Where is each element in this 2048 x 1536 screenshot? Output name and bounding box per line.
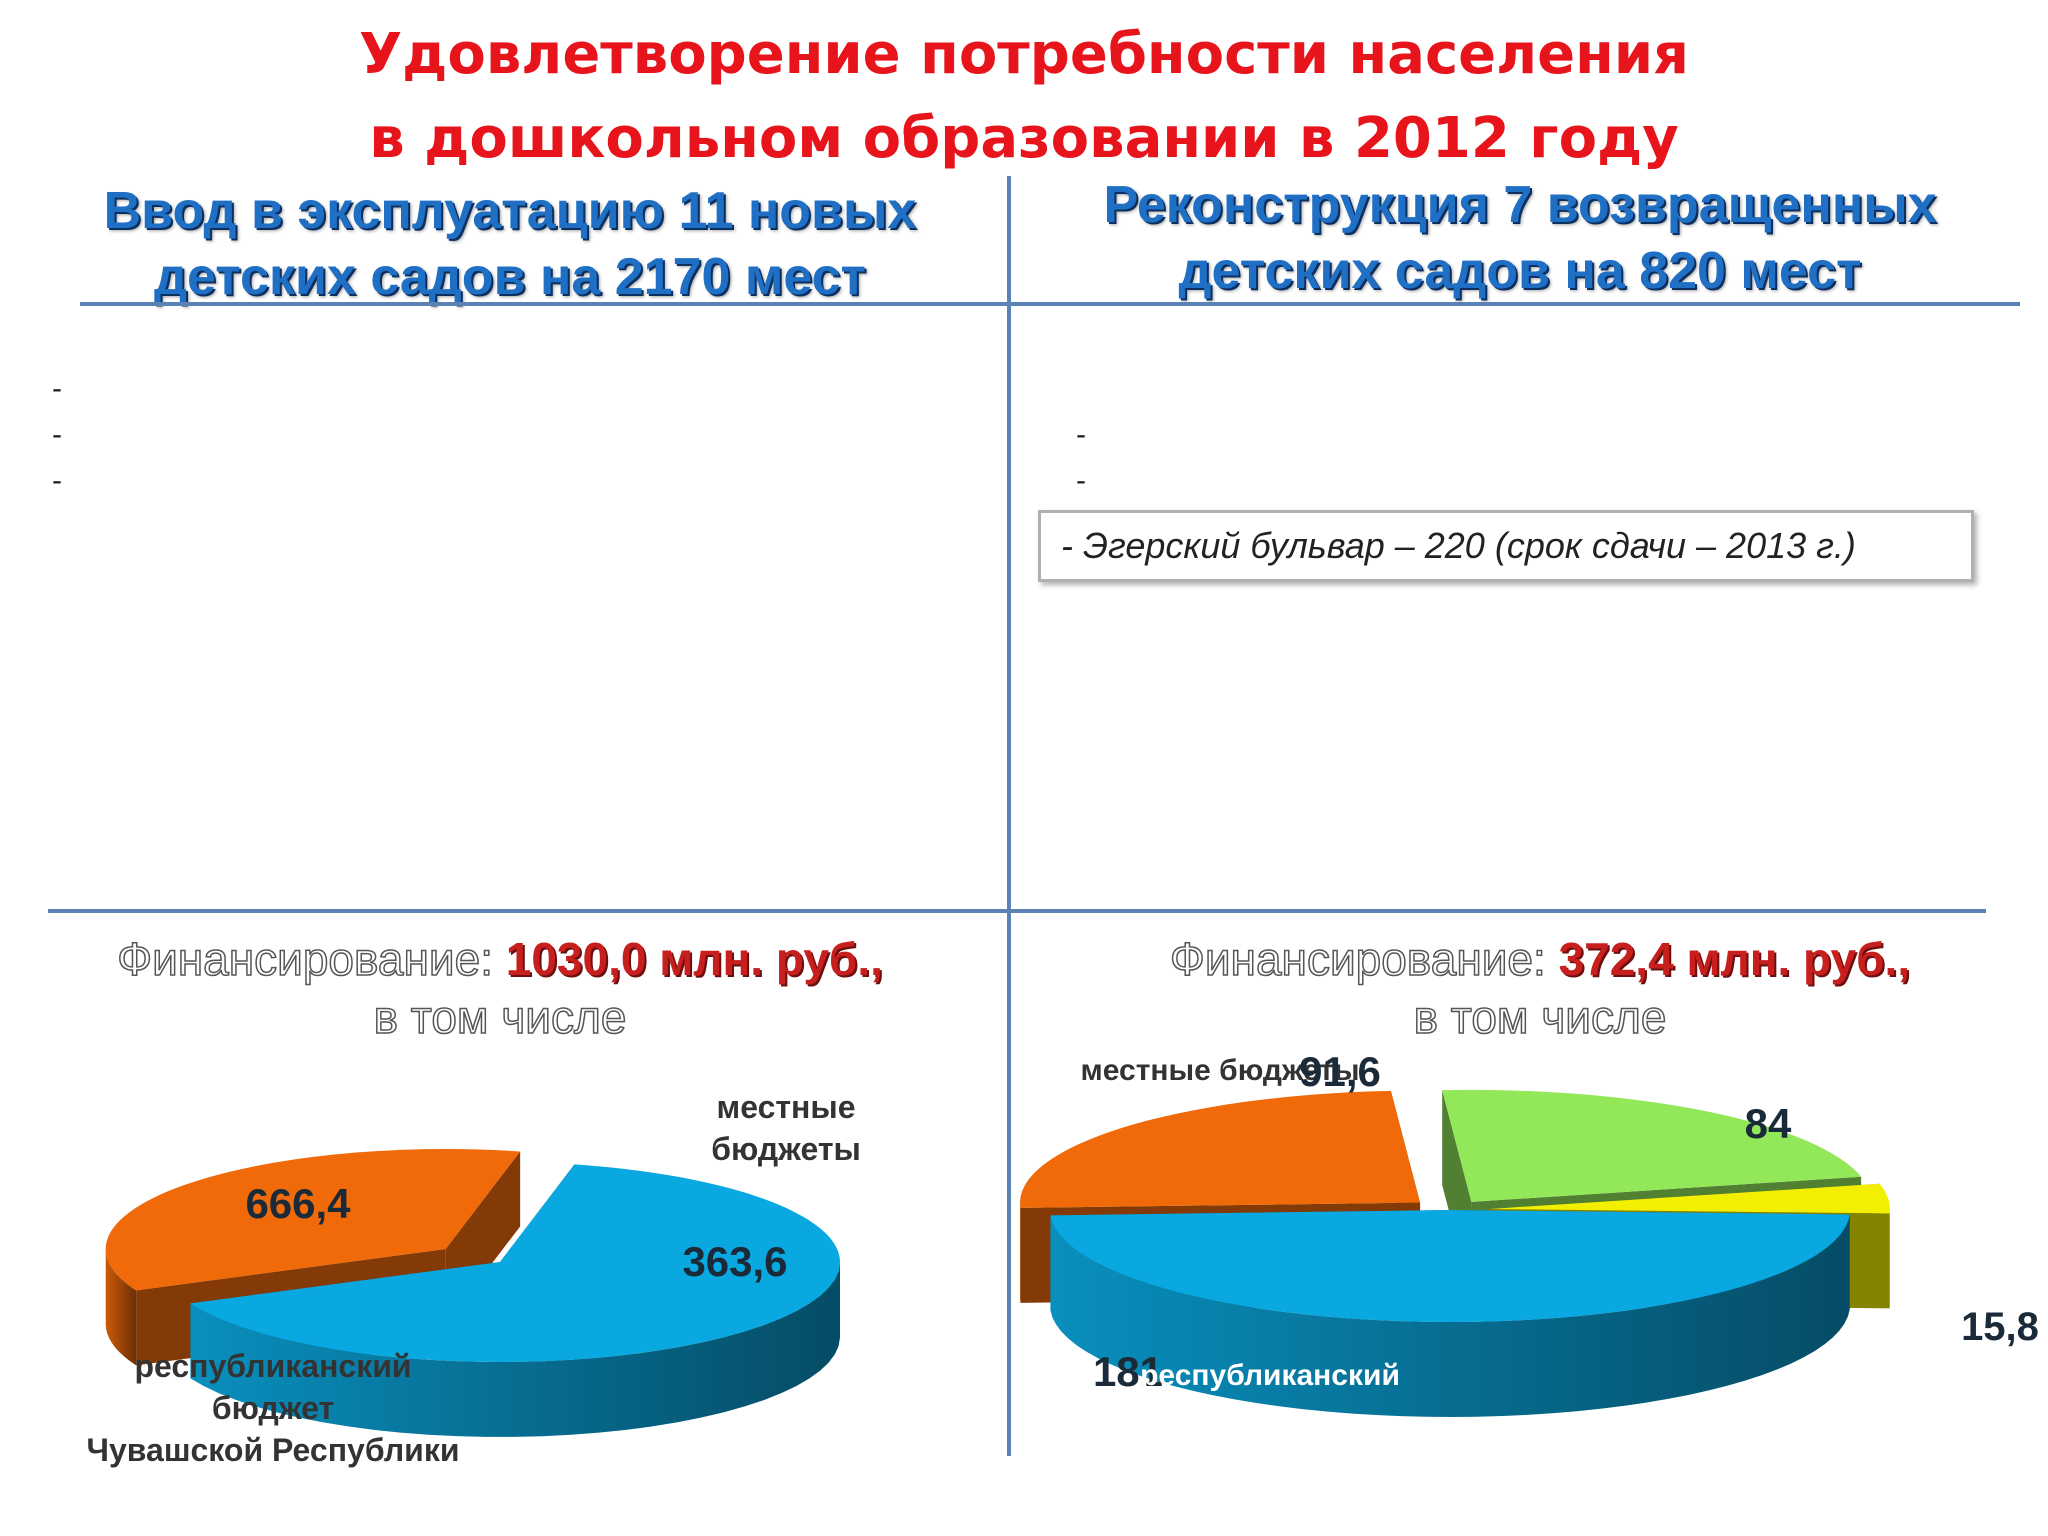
callout-box: - Эгерский бульвар – 220 (срок сдачи – 2… (1038, 510, 1974, 582)
left-pie-category-label: местные (717, 1089, 856, 1125)
left-list-item: - (52, 464, 62, 497)
left-financing: Финансирование: 1030,0 млн. руб., в том … (20, 932, 980, 1044)
slide-title-line-1: Удовлетворение потребности населения (358, 22, 1690, 87)
right-column-heading: Реконструкция 7 возвращенных детских сад… (1010, 172, 2030, 304)
left-pie-category-label: республиканский (134, 1348, 411, 1384)
callout-text: - Эгерский бульвар – 220 (срок сдачи – 2… (1061, 525, 1856, 566)
left-financing-sub: в том числе (373, 990, 627, 1044)
left-pie-category-label: бюджет (212, 1390, 334, 1426)
left-heading-line-1: Ввод в эксплуатацию 11 новых (103, 182, 917, 240)
right-pie-category-label: республиканский (1140, 1359, 1400, 1392)
pie-slice-2-top (1442, 1089, 1862, 1202)
right-list-item: - (1076, 418, 1086, 451)
right-financing-amount: 372,4 млн. руб., (1558, 933, 1911, 985)
left-financing-label: Финансирование: (116, 932, 506, 986)
right-pie-value-label: 15,8 (1961, 1305, 2039, 1349)
right-financing-sub: в том числе (1413, 990, 1667, 1044)
pie-slice-1-top (105, 1149, 521, 1291)
left-pie-category-label: бюджеты (711, 1131, 861, 1167)
right-pie-category-label: местные бюджеты (1081, 1054, 1360, 1087)
right-heading-line-2: детских садов на 820 мест (1178, 242, 1862, 300)
right-financing-label: Финансирование: (1169, 932, 1559, 986)
center-divider (1007, 176, 1011, 1456)
pie-slice-3-top (1489, 1183, 1890, 1214)
left-pie-chart: 666,4 363,6 местные бюджеты республиканский б… (87, 1089, 861, 1468)
middle-divider (48, 909, 1986, 913)
left-list-item: - (52, 418, 62, 451)
right-financing: Финансирование: 372,4 млн. руб., в том ч… (1060, 932, 2020, 1044)
left-financing-amount: 1030,0 млн. руб., (505, 933, 883, 985)
left-heading-line-2: детских садов на 2170 мест (154, 248, 866, 306)
top-divider (80, 302, 2020, 306)
pie-slice-0-top (1050, 1210, 1850, 1322)
left-pie-value-label: 666,4 (245, 1180, 351, 1227)
left-list-item: - (52, 372, 62, 405)
left-pie-category-label: Чувашской Республики (87, 1432, 460, 1468)
left-pie-value-label: 363,6 (682, 1238, 787, 1285)
right-pie-value-label: 84 (1745, 1100, 1792, 1147)
right-pie-value-label: 91,6 (1299, 1050, 1381, 1095)
right-pie-value-label: 181 (1093, 1348, 1163, 1395)
slide-title-line-2: в дошкольном образовании в 2012 году (369, 106, 1679, 171)
right-list-item: - (1076, 464, 1086, 497)
pie-slice-1-top (1020, 1090, 1421, 1208)
pie-slice-0-top (190, 1164, 841, 1362)
right-heading-line-1: Реконструкция 7 возвращенных (1103, 176, 1937, 234)
left-column-heading: Ввод в эксплуатацию 11 новых детских сад… (20, 178, 1000, 310)
